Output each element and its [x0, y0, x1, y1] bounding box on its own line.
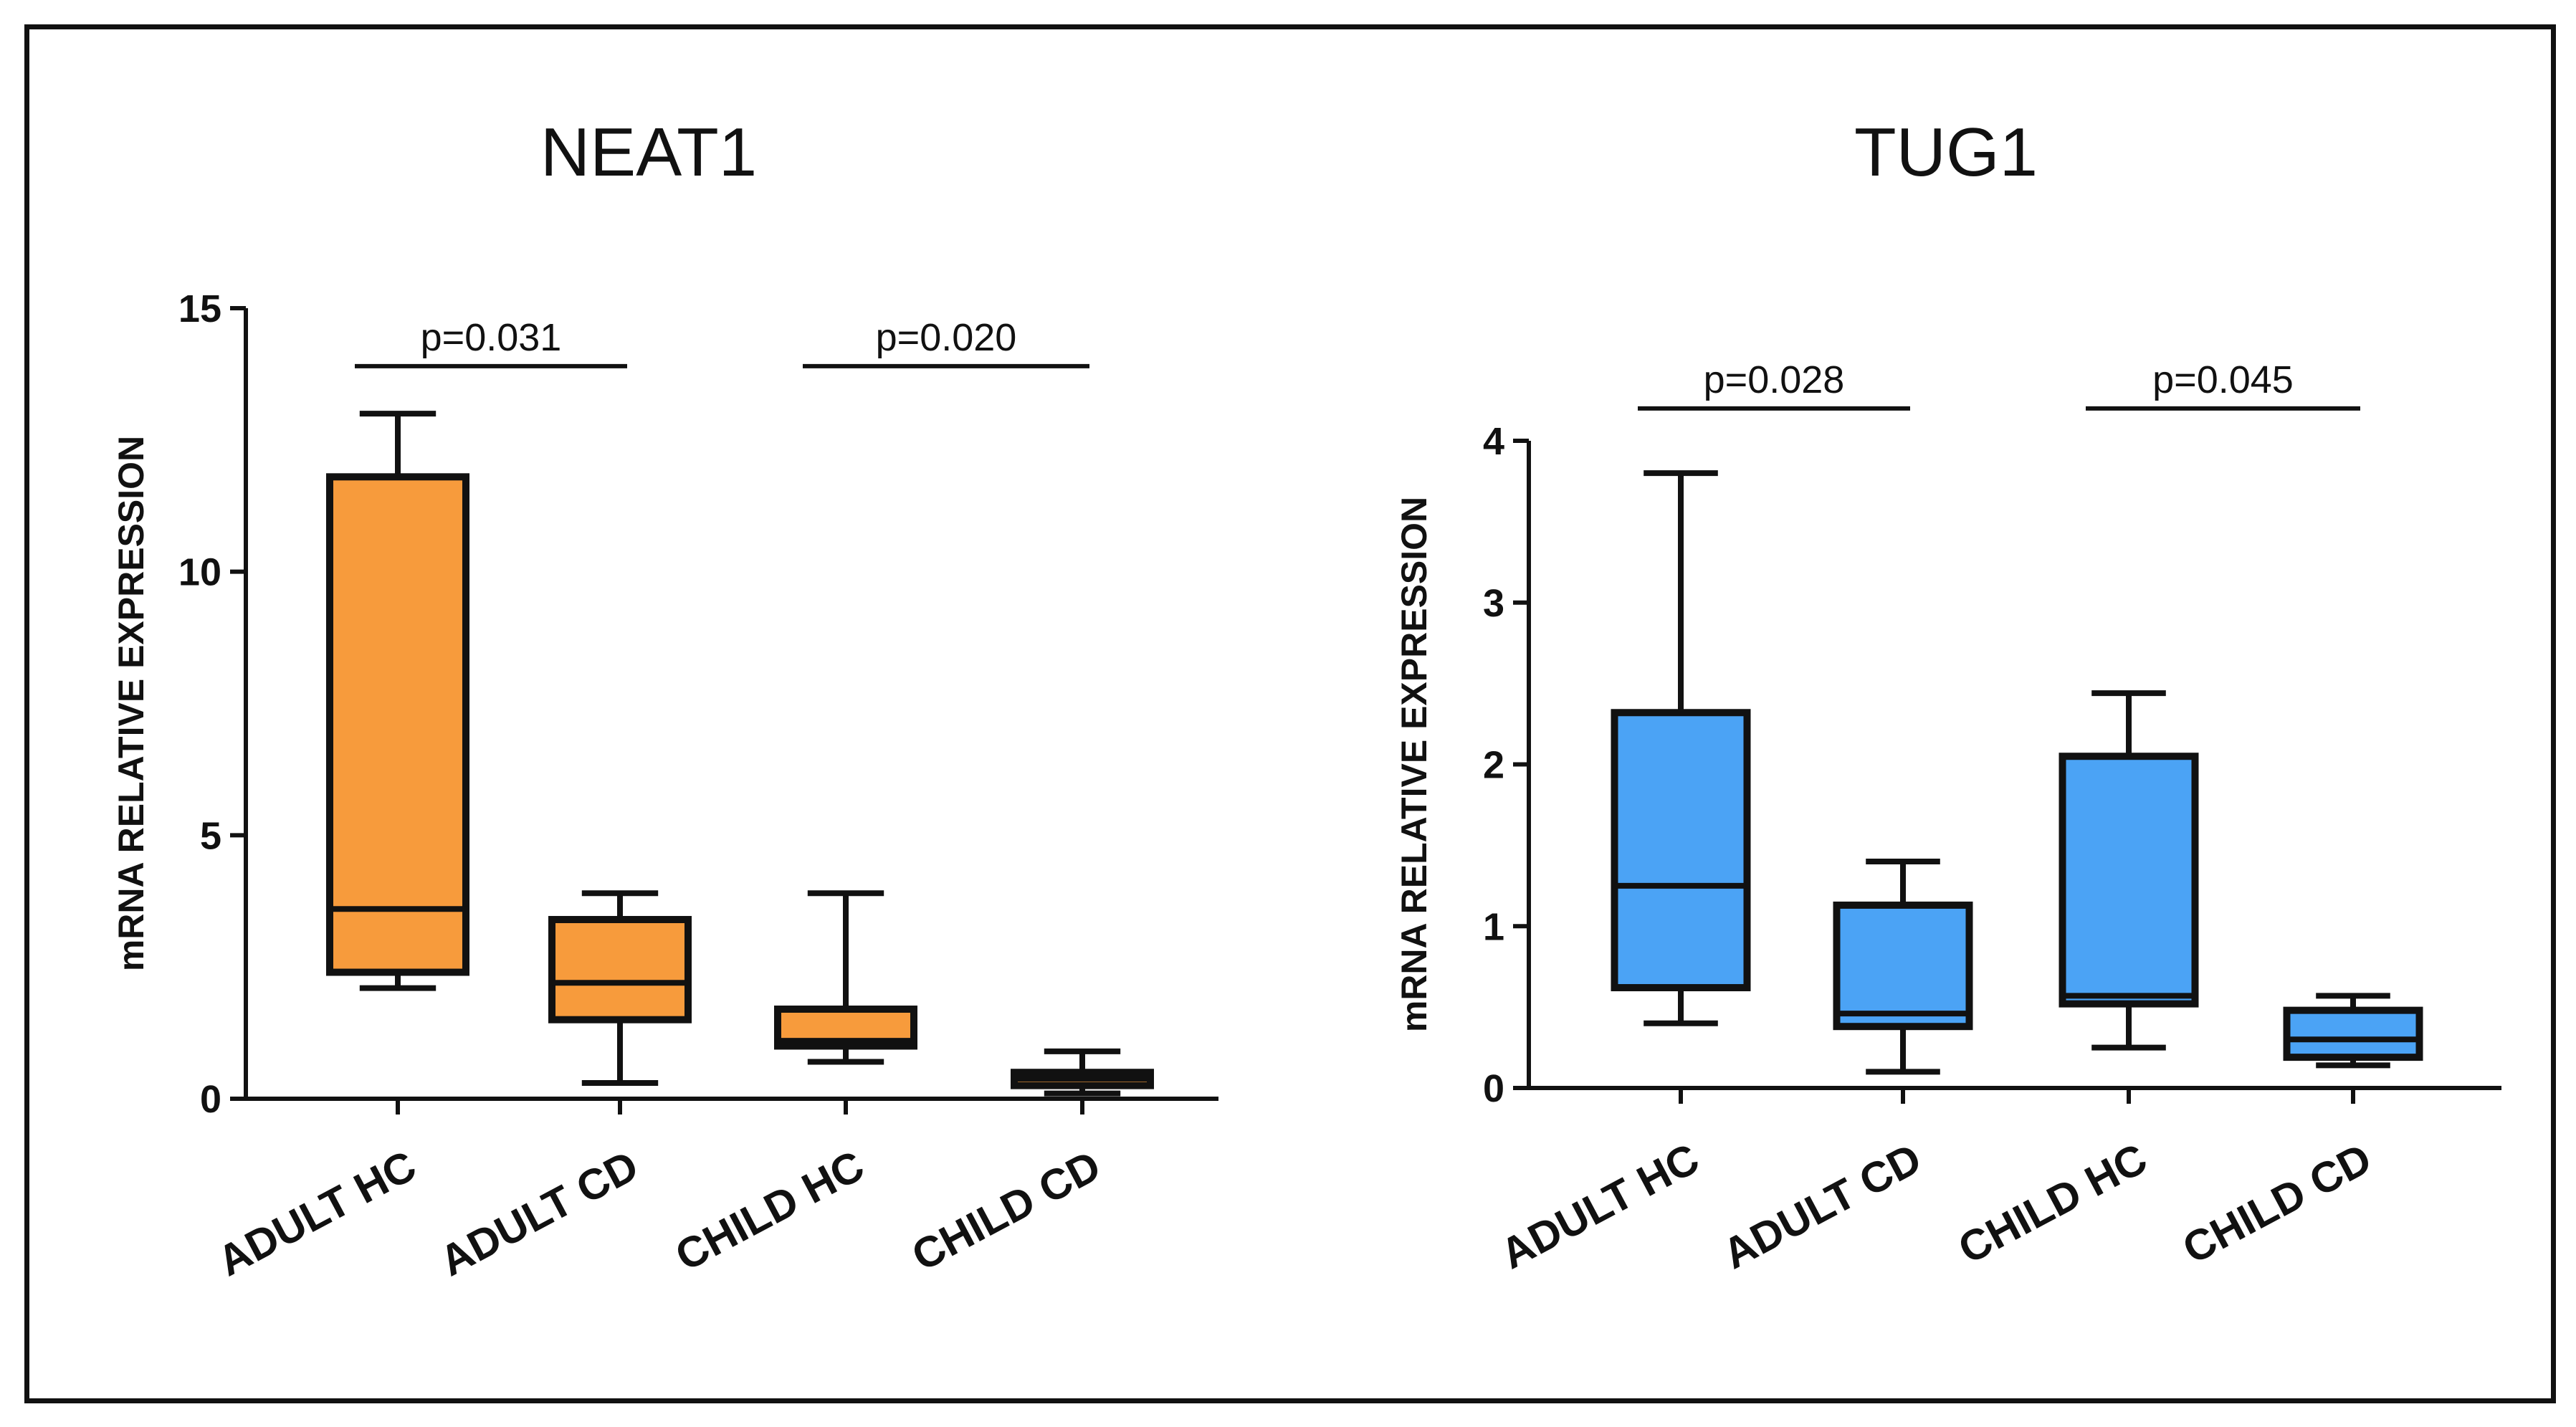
box-adult-cd — [1833, 858, 1973, 1075]
iqr-box — [1833, 901, 1973, 1031]
y-tick-label: 10 — [178, 551, 221, 594]
p-value-label: p=0.020 — [876, 316, 1017, 359]
box-adult-hc — [326, 411, 469, 991]
y-tick-label: 3 — [1483, 582, 1504, 625]
x-category-label: CHILD HC — [668, 1141, 872, 1280]
box-child-cd — [2283, 993, 2423, 1069]
p-value-label: p=0.031 — [421, 316, 562, 359]
y-tick-label: 0 — [200, 1078, 221, 1121]
chart-title: TUG1 — [1854, 114, 2038, 191]
x-category-label: CHILD HC — [1951, 1134, 2155, 1273]
box-child-cd — [1011, 1048, 1154, 1097]
x-category-label: ADULT HC — [210, 1141, 424, 1285]
iqr-box — [2283, 1006, 2423, 1061]
chart-neat1: NEAT1 mRNA RELATIVE EXPRESSION 0 5 10 15 ADULT… — [111, 114, 1218, 1285]
iqr-box — [548, 915, 692, 1023]
iqr-box — [326, 473, 469, 976]
box-child-hc — [2059, 690, 2199, 1051]
chart-title: NEAT1 — [540, 114, 757, 191]
y-tick-label: 0 — [1483, 1067, 1504, 1110]
x-category-label: CHILD CD — [2175, 1134, 2380, 1273]
y-tick-label: 4 — [1483, 420, 1504, 463]
y-axis-label: mRNA RELATIVE EXPRESSION — [111, 436, 151, 971]
iqr-box — [1611, 709, 1751, 992]
y-tick-label: 1 — [1483, 905, 1504, 948]
p-value-label: p=0.045 — [2152, 358, 2294, 401]
x-category-label: ADULT HC — [1493, 1134, 1707, 1278]
box-adult-hc — [1611, 470, 1751, 1026]
y-tick-label: 5 — [200, 814, 221, 857]
y-axis-label: mRNA RELATIVE EXPRESSION — [1394, 497, 1434, 1032]
y-tick-label: 15 — [178, 287, 221, 330]
x-category-label: ADULT CD — [432, 1141, 646, 1285]
box-child-hc — [774, 890, 917, 1065]
iqr-box — [2059, 753, 2199, 1008]
x-category-label: CHILD CD — [905, 1141, 1109, 1280]
x-category-label: ADULT CD — [1715, 1134, 1929, 1278]
y-tick-label: 2 — [1483, 744, 1504, 787]
p-value-label: p=0.028 — [1704, 358, 1845, 401]
chart-tug1: TUG1 mRNA RELATIVE EXPRESSION 0 1 2 3 4 ADULT H… — [1394, 114, 2501, 1278]
box-adult-cd — [548, 890, 692, 1086]
